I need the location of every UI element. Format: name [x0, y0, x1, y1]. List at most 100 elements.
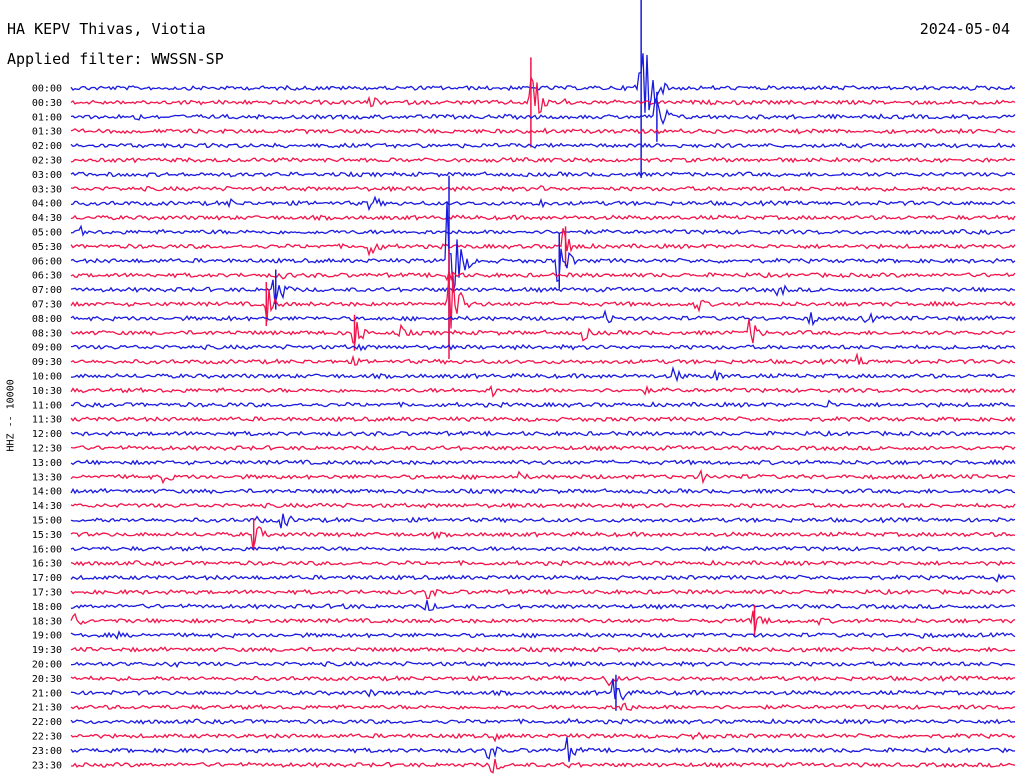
row-time-label: 13:30 [32, 472, 62, 483]
row-time-label: 20:30 [32, 674, 62, 685]
row-time-label: 11:00 [32, 400, 62, 411]
trace-line [70, 156, 1016, 164]
trace-line [70, 75, 1016, 115]
trace-line [70, 318, 1016, 344]
trace-line [70, 224, 1016, 237]
filter-label: Applied filter: WWSSN-SP [7, 50, 224, 68]
row-time-label: 01:30 [32, 127, 62, 138]
row-time-label: 02:30 [32, 156, 62, 167]
row-time-label: 06:00 [32, 256, 62, 267]
row-time-label: 23:30 [32, 760, 62, 771]
row-time-label: 06:30 [32, 271, 62, 282]
trace-line [70, 545, 1016, 552]
row-time-label: 19:00 [32, 631, 62, 642]
row-time-label: 18:00 [32, 602, 62, 613]
trace-line [70, 399, 1016, 409]
trace-line [70, 758, 1016, 774]
trace-line [70, 98, 1016, 126]
trace-line [70, 309, 1016, 327]
row-time-label: 16:30 [32, 559, 62, 570]
row-time-label: 22:00 [32, 717, 62, 728]
row-time-label: 09:30 [32, 357, 62, 368]
trace-line [70, 458, 1016, 466]
trace-line [70, 468, 1016, 485]
trace-line [70, 526, 1016, 549]
trace-line [70, 343, 1016, 352]
trace-line [70, 185, 1016, 193]
row-time-label: 22:30 [32, 732, 62, 743]
row-time-label: 08:00 [32, 314, 62, 325]
row-time-label: 09:00 [32, 343, 62, 354]
trace-line [70, 171, 1016, 178]
row-time-label: 12:30 [32, 444, 62, 455]
row-time-label: 03:30 [32, 184, 62, 195]
trace-line [70, 731, 1016, 743]
row-time-label: 19:30 [32, 645, 62, 656]
trace-line [70, 610, 1016, 632]
row-time-label: 08:30 [32, 328, 62, 339]
trace-line [70, 502, 1016, 510]
trace-line [70, 53, 1016, 113]
row-time-label: 15:00 [32, 516, 62, 527]
row-time-label: 13:00 [32, 458, 62, 469]
trace-line [70, 600, 1016, 612]
trace-line [70, 127, 1016, 135]
row-time-label: 12:00 [32, 429, 62, 440]
row-time-label: 04:00 [32, 199, 62, 210]
row-time-label: 21:30 [32, 703, 62, 714]
trace-line [70, 214, 1016, 222]
row-time-label: 18:30 [32, 616, 62, 627]
row-time-label: 07:30 [32, 300, 62, 311]
trace-line [70, 195, 1016, 212]
trace-line [70, 717, 1015, 725]
trace-line [70, 201, 1016, 293]
trace-line [70, 702, 1016, 712]
trace-line [70, 142, 1016, 149]
row-time-label: 21:00 [32, 688, 62, 699]
row-time-label: 16:00 [32, 544, 62, 555]
trace-line [70, 487, 1016, 495]
trace-line [70, 736, 1016, 762]
row-time-label: 07:00 [32, 285, 62, 296]
trace-line [70, 588, 1016, 600]
row-time-label: 05:30 [32, 242, 62, 253]
row-time-label: 00:00 [32, 84, 62, 95]
row-time-label: 17:00 [32, 573, 62, 584]
row-time-label: 10:00 [32, 372, 62, 383]
row-time-label: 23:00 [32, 746, 62, 757]
row-time-label: 20:00 [32, 660, 62, 671]
trace-line [70, 352, 1016, 367]
trace-line [70, 271, 1016, 282]
trace-line [70, 279, 1016, 305]
trace-line [71, 660, 1016, 669]
date-label: 2024-05-04 [919, 20, 1010, 38]
trace-line [70, 678, 1016, 701]
trace-line [70, 573, 1016, 583]
row-time-label: 05:00 [32, 228, 62, 239]
row-time-label: 04:30 [32, 213, 62, 224]
trace-line [70, 429, 1016, 438]
station-title: HA KEPV Thivas, Viotia [7, 20, 206, 38]
trace-line [70, 228, 1016, 257]
trace-line [70, 444, 1016, 452]
row-time-label: 17:30 [32, 588, 62, 599]
trace-line [70, 365, 1016, 383]
trace-line [70, 384, 1016, 398]
row-time-label: 01:00 [32, 112, 62, 123]
trace-line [70, 559, 1016, 567]
row-time-label: 02:00 [32, 141, 62, 152]
trace-line [70, 646, 1016, 653]
row-time-label: 03:00 [32, 170, 62, 181]
trace-line [70, 513, 1016, 529]
row-time-label: 00:30 [32, 98, 62, 109]
row-time-label: 14:00 [32, 487, 62, 498]
row-time-label: 10:30 [32, 386, 62, 397]
trace-line [70, 415, 1016, 423]
trace-line [70, 274, 1016, 329]
row-time-label: 15:30 [32, 530, 62, 541]
trace-line [70, 630, 1016, 640]
row-time-label: 11:30 [32, 415, 62, 426]
trace-line [70, 674, 1016, 687]
row-time-label: 14:30 [32, 501, 62, 512]
